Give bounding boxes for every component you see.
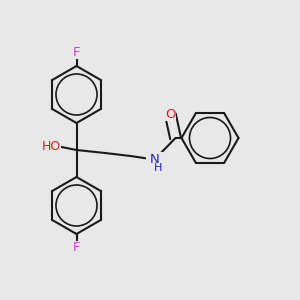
Text: HO: HO: [41, 140, 61, 154]
FancyBboxPatch shape: [41, 141, 61, 153]
Text: F: F: [73, 46, 80, 59]
Text: F: F: [73, 241, 80, 254]
Text: H: H: [154, 163, 162, 173]
FancyBboxPatch shape: [146, 152, 164, 167]
Text: N: N: [150, 153, 159, 166]
Text: O: O: [165, 108, 175, 121]
FancyBboxPatch shape: [70, 46, 83, 59]
FancyBboxPatch shape: [164, 109, 176, 121]
FancyBboxPatch shape: [70, 241, 83, 254]
